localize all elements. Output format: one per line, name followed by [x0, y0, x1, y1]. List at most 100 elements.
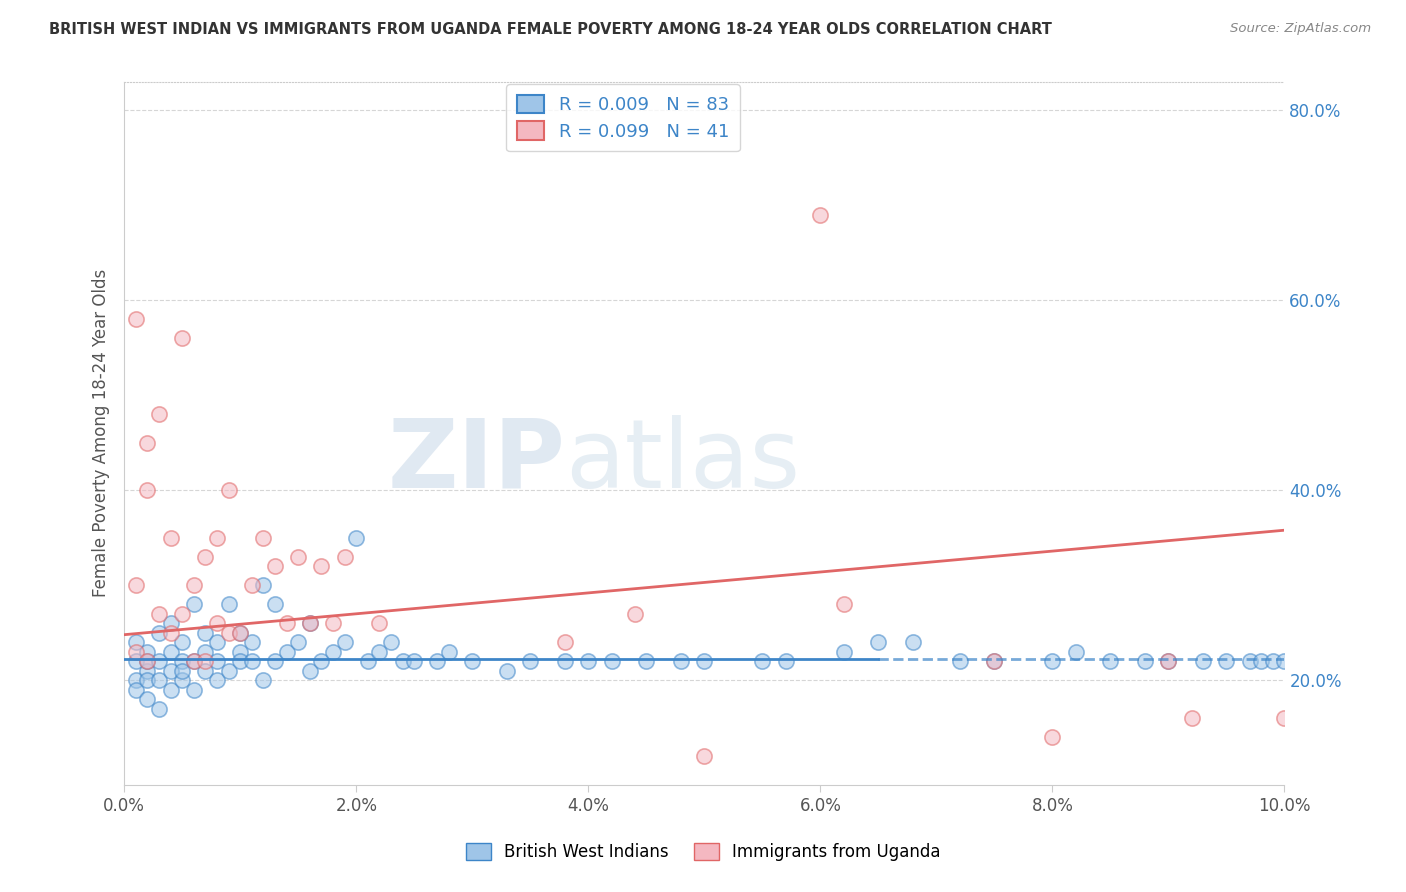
- Point: [205, 635, 228, 649]
- Point: [264, 597, 287, 611]
- Point: [205, 654, 228, 668]
- Point: [183, 597, 205, 611]
- Point: [159, 616, 181, 631]
- Point: [1181, 711, 1204, 725]
- Point: [194, 664, 217, 678]
- Point: [205, 673, 228, 688]
- Point: [136, 654, 159, 668]
- Point: [240, 635, 263, 649]
- Text: atlas: atlas: [565, 415, 800, 508]
- Point: [322, 645, 344, 659]
- Point: [125, 673, 148, 688]
- Point: [125, 635, 148, 649]
- Point: [218, 483, 240, 498]
- Point: [832, 597, 855, 611]
- Point: [298, 616, 321, 631]
- Point: [623, 607, 645, 621]
- Point: [125, 645, 148, 659]
- Point: [148, 625, 170, 640]
- Point: [194, 549, 217, 564]
- Text: BRITISH WEST INDIAN VS IMMIGRANTS FROM UGANDA FEMALE POVERTY AMONG 18-24 YEAR OL: BRITISH WEST INDIAN VS IMMIGRANTS FROM U…: [49, 22, 1052, 37]
- Point: [1192, 654, 1215, 668]
- Point: [125, 682, 148, 697]
- Point: [1040, 731, 1063, 745]
- Point: [404, 654, 426, 668]
- Point: [576, 654, 599, 668]
- Point: [751, 654, 773, 668]
- Point: [194, 654, 217, 668]
- Point: [287, 635, 309, 649]
- Point: [287, 549, 309, 564]
- Point: [229, 645, 252, 659]
- Point: [136, 673, 159, 688]
- Point: [437, 645, 460, 659]
- Point: [1099, 654, 1122, 668]
- Point: [1215, 654, 1237, 668]
- Point: [172, 664, 194, 678]
- Point: [125, 654, 148, 668]
- Point: [252, 578, 274, 592]
- Point: [172, 654, 194, 668]
- Point: [172, 607, 194, 621]
- Point: [298, 616, 321, 631]
- Point: [218, 664, 240, 678]
- Point: [808, 208, 831, 222]
- Point: [1239, 654, 1261, 668]
- Point: [172, 635, 194, 649]
- Point: [136, 692, 159, 706]
- Text: Source: ZipAtlas.com: Source: ZipAtlas.com: [1230, 22, 1371, 36]
- Point: [183, 654, 205, 668]
- Point: [148, 654, 170, 668]
- Point: [1157, 654, 1180, 668]
- Text: ZIP: ZIP: [387, 415, 565, 508]
- Point: [229, 625, 252, 640]
- Point: [148, 607, 170, 621]
- Point: [948, 654, 970, 668]
- Legend: R = 0.009   N = 83, R = 0.099   N = 41: R = 0.009 N = 83, R = 0.099 N = 41: [506, 84, 740, 152]
- Point: [194, 625, 217, 640]
- Point: [136, 654, 159, 668]
- Point: [148, 673, 170, 688]
- Point: [276, 616, 298, 631]
- Point: [868, 635, 890, 649]
- Point: [183, 578, 205, 592]
- Point: [136, 435, 159, 450]
- Point: [775, 654, 797, 668]
- Point: [159, 531, 181, 545]
- Point: [159, 645, 181, 659]
- Point: [554, 654, 576, 668]
- Point: [357, 654, 380, 668]
- Point: [183, 654, 205, 668]
- Point: [333, 549, 356, 564]
- Point: [172, 673, 194, 688]
- Point: [218, 625, 240, 640]
- Point: [205, 531, 228, 545]
- Point: [496, 664, 519, 678]
- Point: [264, 654, 287, 668]
- Point: [391, 654, 413, 668]
- Point: [1040, 654, 1063, 668]
- Point: [159, 682, 181, 697]
- Point: [159, 664, 181, 678]
- Point: [205, 616, 228, 631]
- Point: [194, 645, 217, 659]
- Point: [311, 559, 333, 574]
- Point: [669, 654, 692, 668]
- Point: [125, 312, 148, 326]
- Point: [461, 654, 484, 668]
- Point: [125, 578, 148, 592]
- Point: [600, 654, 623, 668]
- Point: [344, 531, 367, 545]
- Point: [136, 664, 159, 678]
- Point: [322, 616, 344, 631]
- Point: [240, 654, 263, 668]
- Point: [136, 645, 159, 659]
- Point: [148, 407, 170, 421]
- Point: [554, 635, 576, 649]
- Legend: British West Indians, Immigrants from Uganda: British West Indians, Immigrants from Ug…: [458, 836, 948, 868]
- Point: [264, 559, 287, 574]
- Point: [1274, 654, 1296, 668]
- Point: [218, 597, 240, 611]
- Point: [252, 673, 274, 688]
- Point: [333, 635, 356, 649]
